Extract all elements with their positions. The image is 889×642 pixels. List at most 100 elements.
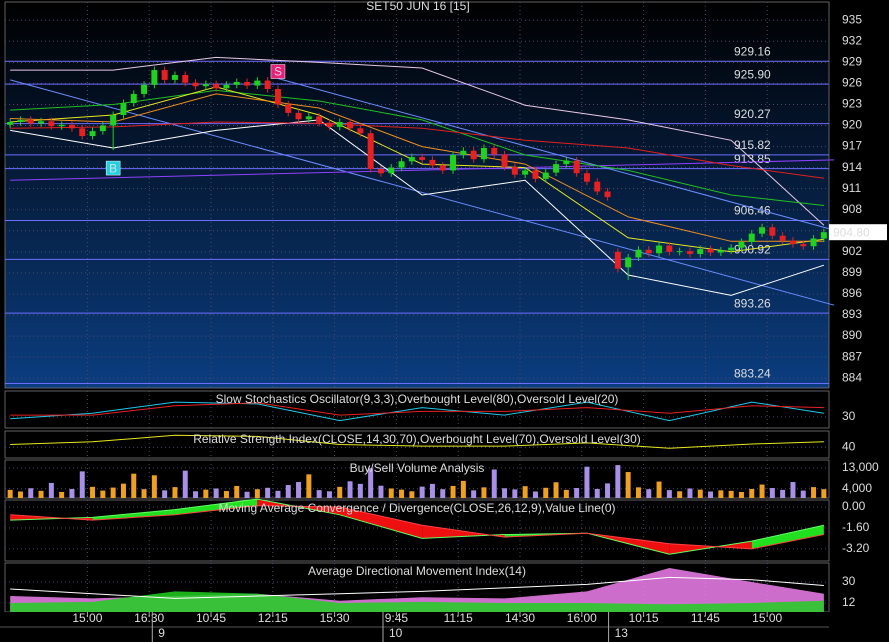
series-line (10, 86, 824, 253)
candle-body (274, 89, 281, 105)
macd-band (92, 509, 175, 521)
y-tick-label: 899 (842, 265, 862, 279)
candle-body (244, 82, 251, 86)
volume-bar (718, 490, 724, 498)
volume-bar (615, 465, 621, 498)
volume-bar (213, 488, 219, 498)
volume-bar (28, 488, 34, 498)
x-tick-label: 15:00 (72, 611, 102, 625)
volume-bar (574, 488, 580, 498)
y-tick-label: 917 (842, 139, 862, 153)
level-label: 893.26 (734, 296, 771, 310)
volume-bar (110, 487, 116, 498)
y-tick-label: 887 (842, 349, 862, 363)
candle-body (141, 84, 148, 94)
volume-bar (172, 487, 178, 498)
x-tick-label: 15:00 (752, 611, 782, 625)
candle-body (800, 244, 807, 247)
candle-body (110, 114, 117, 126)
y-tick-label: 884 (842, 370, 862, 384)
candle-body (151, 70, 158, 85)
candle-body (470, 150, 477, 160)
candle-body (336, 122, 343, 127)
y-tick-label: 932 (842, 33, 862, 47)
volume-bar (460, 480, 466, 498)
series-area (10, 591, 824, 612)
volume-bar (594, 488, 600, 498)
series-line (10, 121, 824, 179)
volume-bar (378, 485, 384, 498)
candle-body (666, 245, 673, 252)
volume-bar (697, 489, 703, 498)
candle-body (58, 124, 65, 127)
y-tick-label: 935 (842, 12, 862, 26)
volume-bar (605, 483, 611, 498)
level-label: 929.16 (734, 44, 771, 58)
candle-body (202, 84, 209, 87)
volume-bar (749, 488, 755, 498)
volume-bar (203, 489, 209, 498)
volume-bar (79, 471, 85, 498)
macd-band (339, 506, 423, 539)
candle-body (48, 121, 55, 127)
candle-body (79, 128, 86, 137)
signal-label: S (274, 65, 282, 79)
candle-body (604, 191, 611, 198)
candle-body (522, 170, 529, 175)
volume-bar (646, 489, 652, 498)
candle-body (656, 245, 663, 254)
candle-body (233, 82, 240, 85)
candle-body (99, 125, 106, 132)
candle-body (789, 240, 796, 245)
y-tick-label: 890 (842, 328, 862, 342)
series-line (10, 89, 824, 206)
volume-bar (337, 486, 343, 498)
macd-band (751, 525, 824, 549)
panel-title: Moving Average Convergence / Divergence(… (218, 501, 615, 515)
volume-bar (811, 487, 817, 498)
chart-title: SET50 JUN 16 [15] (366, 0, 469, 13)
candle-body (264, 80, 271, 90)
candle-body (779, 235, 786, 241)
volume-bar (677, 491, 683, 498)
last-price-label: 904.80 (833, 225, 870, 239)
volume-bar (522, 486, 528, 498)
y-tick-label: 30 (842, 409, 856, 423)
series-line (10, 119, 825, 296)
level-label: 915.82 (734, 138, 771, 152)
volume-bar (491, 469, 497, 498)
candle-body (625, 257, 632, 268)
y-tick-label: -3.20 (842, 541, 870, 555)
candle-body (769, 227, 776, 236)
candle-body (171, 74, 178, 80)
volume-bar (502, 488, 508, 498)
candle-body (388, 167, 395, 174)
candle-body (7, 122, 14, 125)
volume-bar (584, 466, 590, 498)
series-line (10, 401, 824, 422)
candle-body (439, 165, 446, 171)
x-tick-label: 9:45 (385, 611, 409, 625)
candle-body (367, 133, 374, 170)
volume-bar (656, 481, 662, 498)
volume-bar (100, 490, 106, 498)
x-tick-label: 14:30 (505, 611, 535, 625)
candle-body (130, 93, 137, 104)
level-label: 920.27 (734, 107, 771, 121)
level-label: 925.90 (734, 67, 771, 81)
candle-body (553, 164, 560, 173)
volume-bar (326, 491, 332, 498)
volume-bar (38, 490, 44, 498)
y-tick-label: -1.60 (842, 520, 870, 534)
volume-bar (141, 489, 147, 498)
candle-body (532, 170, 539, 179)
volume-bar (347, 481, 353, 498)
y-tick-label: 12 (842, 595, 856, 609)
volume-bar (275, 490, 281, 498)
candle-body (717, 250, 724, 253)
volume-bar (296, 482, 302, 498)
y-tick-label: 908 (842, 202, 862, 216)
series-line (277, 78, 835, 231)
volume-bar (471, 490, 477, 498)
